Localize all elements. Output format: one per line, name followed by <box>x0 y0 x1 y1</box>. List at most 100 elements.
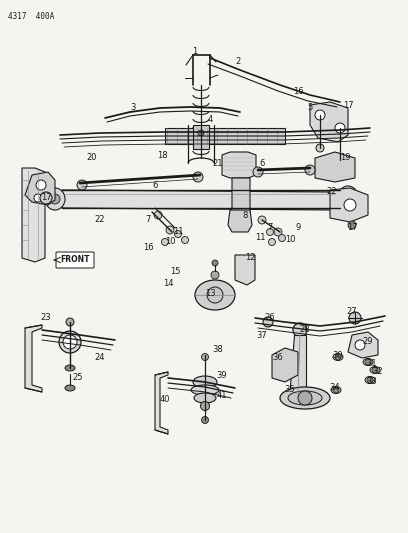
Circle shape <box>266 229 273 236</box>
Circle shape <box>316 144 324 152</box>
Text: 25: 25 <box>73 374 83 383</box>
Circle shape <box>207 287 223 303</box>
Text: 33: 33 <box>367 377 377 386</box>
Circle shape <box>274 228 282 236</box>
Text: 38: 38 <box>213 345 223 354</box>
Text: 1: 1 <box>193 47 197 56</box>
Circle shape <box>182 237 188 244</box>
Text: 10: 10 <box>285 236 295 245</box>
Ellipse shape <box>193 376 217 388</box>
Circle shape <box>367 377 373 383</box>
Text: 7: 7 <box>145 215 151 224</box>
Polygon shape <box>290 335 306 395</box>
Polygon shape <box>310 102 348 142</box>
Polygon shape <box>315 152 355 182</box>
Polygon shape <box>25 325 42 392</box>
Circle shape <box>253 167 263 177</box>
Circle shape <box>336 156 344 164</box>
Circle shape <box>66 318 74 326</box>
Circle shape <box>175 230 182 238</box>
Circle shape <box>344 199 356 211</box>
Polygon shape <box>228 210 252 232</box>
Circle shape <box>36 180 46 190</box>
Bar <box>165 128 285 144</box>
Circle shape <box>372 367 378 373</box>
Circle shape <box>63 335 77 349</box>
Circle shape <box>162 238 169 246</box>
Circle shape <box>193 172 203 182</box>
Circle shape <box>365 359 371 365</box>
Ellipse shape <box>65 365 75 371</box>
Text: 5: 5 <box>307 103 313 112</box>
Circle shape <box>212 260 218 266</box>
Text: 30: 30 <box>333 351 343 359</box>
Circle shape <box>333 387 339 393</box>
Text: 22: 22 <box>327 188 337 197</box>
Circle shape <box>258 216 266 224</box>
Text: 16: 16 <box>293 87 303 96</box>
Ellipse shape <box>288 391 322 405</box>
Text: 41: 41 <box>217 391 227 400</box>
Circle shape <box>200 401 209 410</box>
Text: 20: 20 <box>87 154 97 163</box>
Text: 19: 19 <box>340 154 350 163</box>
Text: 34: 34 <box>330 384 340 392</box>
Circle shape <box>315 110 325 120</box>
Ellipse shape <box>331 386 341 393</box>
Text: 17: 17 <box>347 223 357 232</box>
Circle shape <box>202 416 208 424</box>
Ellipse shape <box>333 353 343 360</box>
Polygon shape <box>272 348 298 382</box>
Ellipse shape <box>338 186 358 208</box>
Circle shape <box>77 180 87 190</box>
Text: 36: 36 <box>273 353 284 362</box>
Bar <box>193 125 209 149</box>
Ellipse shape <box>191 385 219 395</box>
Text: 18: 18 <box>157 150 167 159</box>
Circle shape <box>349 312 361 324</box>
Text: 40: 40 <box>160 395 170 405</box>
Circle shape <box>50 194 60 204</box>
Circle shape <box>293 323 307 337</box>
Polygon shape <box>25 172 55 205</box>
Text: 14: 14 <box>163 279 173 287</box>
Text: 4317  400A: 4317 400A <box>8 12 54 21</box>
Text: 39: 39 <box>217 370 227 379</box>
Text: 29: 29 <box>363 337 373 346</box>
Polygon shape <box>222 152 256 178</box>
Text: 8: 8 <box>242 211 248 220</box>
Ellipse shape <box>370 367 380 374</box>
Text: 7: 7 <box>267 223 273 232</box>
Ellipse shape <box>45 188 65 210</box>
Circle shape <box>268 238 275 246</box>
Text: 21: 21 <box>213 158 223 167</box>
Circle shape <box>348 221 356 229</box>
Text: 16: 16 <box>143 243 153 252</box>
Text: 11: 11 <box>173 227 183 236</box>
Circle shape <box>236 213 246 223</box>
Polygon shape <box>155 372 168 434</box>
Text: 15: 15 <box>170 268 180 277</box>
Text: 22: 22 <box>95 215 105 224</box>
Text: 12: 12 <box>245 253 255 262</box>
Polygon shape <box>232 178 250 222</box>
Polygon shape <box>62 190 340 210</box>
Text: 35: 35 <box>285 385 295 394</box>
Polygon shape <box>348 332 378 358</box>
Text: 3: 3 <box>130 102 136 111</box>
Text: 23: 23 <box>41 313 51 322</box>
Text: 6: 6 <box>259 158 265 167</box>
Text: 37: 37 <box>257 330 267 340</box>
Text: 9: 9 <box>295 223 301 232</box>
Text: 6: 6 <box>152 181 157 190</box>
Ellipse shape <box>365 376 375 384</box>
Text: 4: 4 <box>207 116 213 125</box>
FancyBboxPatch shape <box>56 252 94 268</box>
Ellipse shape <box>194 393 216 403</box>
Text: 17: 17 <box>343 101 353 109</box>
Circle shape <box>154 211 162 219</box>
Text: 28: 28 <box>300 326 310 335</box>
Text: 31: 31 <box>367 359 377 367</box>
Circle shape <box>211 271 219 279</box>
Polygon shape <box>22 168 45 262</box>
